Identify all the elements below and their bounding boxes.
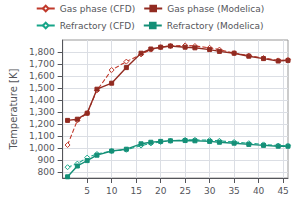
- svg-text:1,300: 1,300: [29, 107, 55, 117]
- svg-text:1,700: 1,700: [29, 59, 55, 69]
- svg-text:25: 25: [179, 186, 190, 196]
- svg-text:Refractory (CFD): Refractory (CFD): [60, 21, 135, 31]
- svg-text:1,000: 1,000: [29, 143, 55, 153]
- svg-text:1,100: 1,100: [29, 131, 55, 141]
- svg-text:45: 45: [277, 186, 288, 196]
- svg-text:35: 35: [228, 186, 239, 196]
- svg-text:40: 40: [253, 186, 265, 196]
- svg-text:Refractory (Modelica): Refractory (Modelica): [167, 21, 264, 31]
- svg-text:Temperature [K]: Temperature [K]: [8, 68, 19, 150]
- svg-text:5: 5: [84, 186, 90, 196]
- svg-text:20: 20: [155, 186, 167, 196]
- svg-text:1,400: 1,400: [29, 95, 55, 105]
- svg-text:900: 900: [37, 155, 54, 165]
- svg-text:10: 10: [106, 186, 118, 196]
- svg-text:1,500: 1,500: [29, 83, 55, 93]
- svg-text:1,600: 1,600: [29, 71, 55, 81]
- svg-text:Gas phase (CFD): Gas phase (CFD): [60, 4, 135, 14]
- svg-text:800: 800: [37, 167, 54, 177]
- svg-text:30: 30: [204, 186, 216, 196]
- svg-text:1,200: 1,200: [29, 119, 55, 129]
- svg-text:15: 15: [130, 186, 141, 196]
- svg-text:Gas phase (Modelica): Gas phase (Modelica): [167, 4, 264, 14]
- svg-text:1,800: 1,800: [29, 47, 55, 57]
